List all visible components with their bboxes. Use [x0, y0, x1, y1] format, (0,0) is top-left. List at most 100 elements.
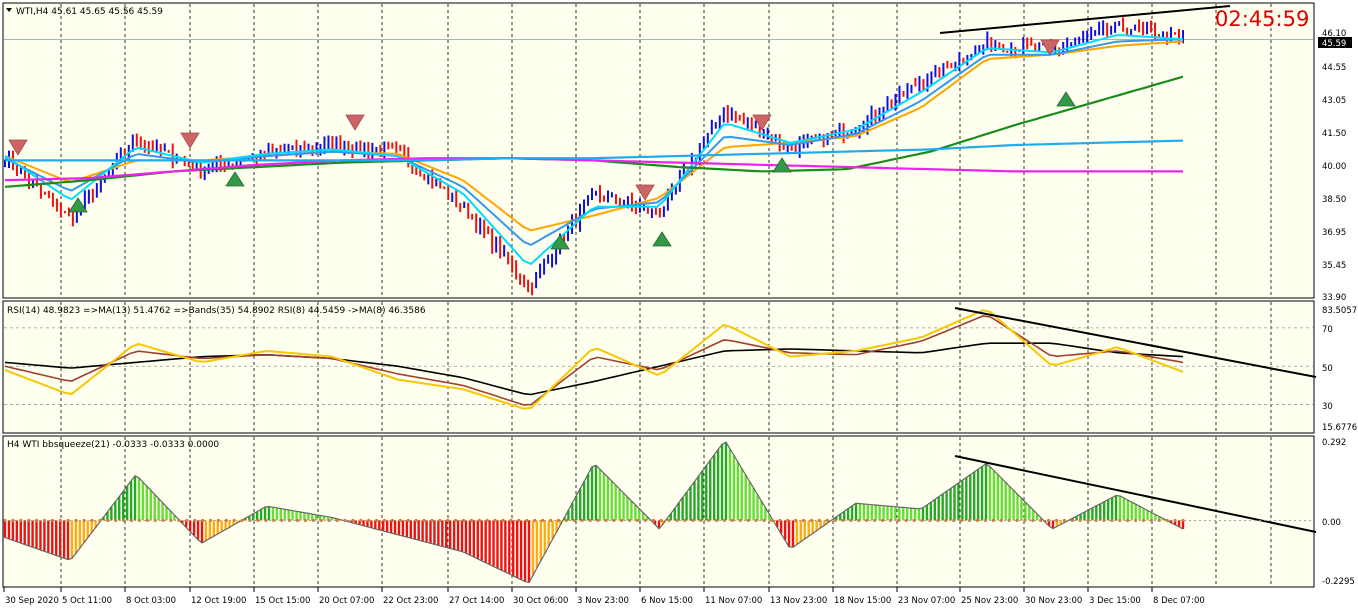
- squeeze-dot: [564, 518, 568, 523]
- squeeze-dot: [865, 518, 869, 523]
- squeeze-dot: [620, 518, 624, 523]
- price-tick: 33.90: [1322, 293, 1346, 303]
- squeeze-dot: [896, 518, 900, 523]
- squeeze-dot: [161, 518, 165, 523]
- rsi-axis: 83.5057 70 50 30 15.6776: [1322, 306, 1357, 433]
- squeeze-dot: [580, 518, 584, 523]
- sell-arrow-icon: [180, 132, 200, 149]
- rsi-tick: 70: [1322, 325, 1333, 335]
- squeeze-dot: [35, 518, 39, 523]
- time-label: 23 Nov 07:00: [898, 596, 955, 606]
- squeeze-dot: [1054, 518, 1059, 523]
- squeeze-dot: [27, 518, 31, 523]
- squeeze-dot: [770, 518, 774, 523]
- squeeze-dot: [1165, 518, 1169, 523]
- rsi-ma-line: [4, 315, 1184, 406]
- price-axis: 46.10 44.55 43.05 41.50 40.00 38.50 36.9…: [1318, 29, 1352, 303]
- price-tick: 40.00: [1322, 162, 1346, 172]
- squeeze-dot: [106, 518, 110, 523]
- price-tick: 38.50: [1322, 195, 1346, 205]
- squeeze-dot: [1149, 518, 1153, 523]
- squeeze-dot: [446, 518, 450, 523]
- sell-arrow-icon: [752, 114, 772, 131]
- squeeze-dot: [746, 518, 750, 523]
- squeeze-dot: [414, 518, 418, 523]
- squeeze-envelope: [4, 441, 1184, 584]
- sell-arrow-icon: [8, 139, 28, 156]
- squeeze-dot: [351, 518, 355, 523]
- buy-arrow-icon: [68, 197, 88, 213]
- squeeze-dot: [651, 518, 655, 523]
- squeeze-dot: [335, 518, 339, 523]
- time-label: 30 Oct 06:00: [513, 596, 568, 606]
- squeeze-dot: [280, 518, 284, 523]
- squeeze-dot: [11, 518, 15, 523]
- squeeze-dot: [201, 518, 205, 523]
- squeeze-dot: [50, 518, 55, 523]
- squeeze-dot: [991, 518, 995, 523]
- squeeze-dot: [596, 518, 600, 523]
- squeeze-dot: [256, 518, 260, 523]
- squeeze-dot: [469, 518, 474, 523]
- squeeze-dot: [880, 518, 885, 523]
- price-header: WTI,H4 45.61 45.65 45.56 45.59: [16, 7, 163, 17]
- vertical-grid: [60, 4, 1272, 586]
- squeeze-dot: [1102, 518, 1106, 523]
- time-label: 3 Dec 15:00: [1089, 596, 1141, 606]
- squeeze-dot: [311, 518, 315, 523]
- sell-arrow-icon: [345, 114, 365, 131]
- squeeze-dot: [1126, 518, 1130, 523]
- squeeze-dot: [319, 518, 323, 523]
- time-label: 3 Nov 23:00: [577, 596, 629, 606]
- time-label: 13 Nov 23:00: [770, 596, 827, 606]
- squeeze-dot: [960, 518, 964, 523]
- squeeze-dot: [754, 518, 758, 523]
- squeeze-dot: [430, 518, 434, 523]
- price-tick: 46.10: [1322, 29, 1346, 39]
- squeeze-panel[interactable]: [2, 435, 1315, 588]
- squeeze-dot: [857, 518, 861, 523]
- squeeze-dot: [74, 518, 78, 523]
- squeeze-dot: [177, 518, 181, 523]
- squeeze-dot: [841, 518, 845, 523]
- squeeze-dot: [999, 518, 1003, 523]
- squeeze-dot: [406, 518, 410, 523]
- squeeze-dot: [216, 518, 221, 523]
- buy-arrow-icon: [652, 231, 672, 247]
- squeeze-dot: [224, 518, 228, 523]
- squeeze-dot: [1031, 518, 1035, 523]
- time-label: 22 Oct 23:00: [383, 596, 438, 606]
- rsi-series: [4, 307, 1317, 410]
- resistance-trendline: [939, 5, 1231, 34]
- ma-cyan-line: [5, 139, 1184, 162]
- squeeze-dot: [1070, 518, 1074, 523]
- squeeze-tick: -0.2295: [1322, 577, 1355, 587]
- squeeze-dot: [730, 518, 734, 523]
- rsi-tick: 15.6776: [1322, 423, 1357, 433]
- squeeze-dot: [240, 518, 244, 523]
- countdown-clock: 02:45:59: [1215, 7, 1309, 31]
- time-label: 30 Sep 2020: [5, 596, 59, 606]
- squeeze-dot: [904, 518, 908, 523]
- rsi-trendline: [954, 307, 1317, 378]
- dropdown-triangle-icon[interactable]: [6, 8, 12, 12]
- price-tick: 36.95: [1322, 228, 1346, 238]
- price-panel[interactable]: [2, 2, 1315, 299]
- rsi-main-line: [4, 309, 1184, 410]
- time-axis: 30 Sep 2020 5 Oct 11:00 8 Oct 03:00 12 Oct …: [3, 587, 1205, 606]
- squeeze-dot: [1094, 518, 1098, 523]
- squeeze-axis: 0.292 0.00 -0.2295: [1322, 438, 1355, 587]
- squeeze-dot: [169, 518, 173, 523]
- squeeze-dot: [809, 518, 814, 523]
- time-label: 8 Dec 07:00: [1153, 596, 1205, 606]
- squeeze-dot: [612, 518, 616, 523]
- squeeze-dot: [90, 518, 94, 523]
- squeeze-dot: [295, 518, 300, 523]
- current-price-box: [1318, 37, 1352, 48]
- squeeze-dot: [635, 518, 640, 523]
- rsi-tick: 30: [1322, 402, 1333, 412]
- squeeze-dot: [786, 518, 790, 523]
- squeeze-dot: [272, 518, 276, 523]
- buy-arrow-icon: [772, 157, 792, 173]
